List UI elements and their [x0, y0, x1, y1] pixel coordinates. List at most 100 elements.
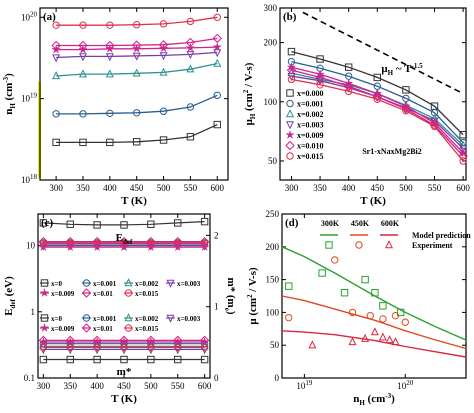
reference-trend-line	[302, 11, 464, 95]
data-point	[104, 43, 115, 53]
y-tick-label: 0	[275, 373, 280, 383]
panel-c: 300 350 400 450 500 550 600 0.1 1 10 0 1 2 x=0 x=0.001…	[3, 213, 237, 405]
data-point	[132, 52, 141, 61]
edef-point	[200, 239, 209, 248]
x-tick-label: 350	[313, 183, 327, 193]
y-tick-label: 1018​	[21, 173, 38, 185]
legend-label: x=0.009	[297, 131, 324, 140]
panel-label: (a)	[43, 11, 56, 23]
data-point	[213, 49, 222, 58]
legend-label: x=0.000	[297, 89, 324, 98]
edef-legend-label: x=0.009	[51, 290, 75, 298]
data-point	[106, 138, 114, 147]
data-point	[52, 71, 61, 80]
y-tick-label: 100	[264, 97, 278, 107]
x-tick-label: 600	[198, 381, 212, 391]
mstar-point	[93, 343, 101, 352]
data-point	[159, 20, 168, 28]
x-tick-label: 350	[76, 183, 90, 193]
x-tick-label: 550	[171, 381, 185, 391]
x-tick-label: 350	[64, 381, 78, 391]
edef-label: Edef​	[116, 232, 133, 246]
y-tick-label: 200	[264, 38, 278, 48]
trend-annotation: μH​ ~ T-1.5​	[381, 62, 423, 77]
data-point	[458, 151, 468, 161]
x-tick-label: 500	[157, 183, 171, 193]
experiment-point	[348, 308, 357, 317]
data-point	[105, 69, 114, 78]
experiment-point	[361, 333, 370, 342]
model-line-1	[281, 295, 467, 350]
x-tick-label: 500	[144, 381, 158, 391]
edef-legend-marker	[124, 278, 133, 287]
mstar-point	[120, 343, 128, 352]
x-tick-label: 500	[399, 183, 413, 193]
mstar-legend-label: x=0.003	[177, 315, 201, 323]
data-point	[343, 78, 354, 88]
edef-point	[174, 219, 182, 227]
mstar-legend-label: x=0.01	[93, 325, 113, 333]
mstar-legend-label: x=0.001	[93, 315, 117, 323]
data-point	[459, 131, 467, 139]
data-point	[286, 65, 297, 75]
mstar-point	[200, 343, 209, 352]
data-point	[402, 107, 410, 115]
experiment-point	[396, 308, 405, 317]
x-tick-label: 550	[184, 183, 198, 193]
temperature-label: 600K	[381, 219, 400, 228]
model-line-2	[281, 330, 467, 358]
mstar-point	[66, 343, 74, 352]
legend-label: x=0.003	[297, 121, 324, 130]
data-point	[78, 69, 87, 78]
experiment-point	[348, 337, 357, 346]
x-tick-label: 300	[49, 183, 63, 193]
edef-point	[66, 220, 74, 228]
edef-point	[93, 221, 101, 229]
data-point	[78, 40, 88, 51]
x-tick-label: 600	[211, 183, 225, 193]
data-point	[158, 40, 169, 50]
legend-label: x=0.001	[297, 100, 324, 109]
series-line-5	[291, 69, 464, 157]
x-axis-label: T (K)	[121, 195, 147, 207]
data-point	[373, 95, 381, 103]
y-tick-label: 150	[266, 275, 280, 285]
panel-label: (b)	[283, 11, 297, 23]
data-point	[343, 81, 354, 91]
edef-legend-marker	[166, 279, 175, 288]
data-point	[186, 64, 195, 73]
experiment-point	[366, 311, 374, 320]
x-tick-label: 1020​	[397, 379, 414, 391]
data-point	[213, 120, 221, 129]
y-tick-label: 50	[268, 156, 278, 166]
y-tick-label: 0.1	[24, 373, 35, 383]
data-point	[132, 21, 141, 29]
data-point	[132, 138, 141, 146]
edef-point	[199, 236, 210, 247]
data-point	[373, 73, 381, 82]
edef-legend-marker	[82, 279, 91, 287]
y-axis-label: μH​ (cm2​ / V-s)	[242, 62, 257, 125]
mstar-point	[147, 355, 155, 364]
panel-d: 1019​ 1020​ 0 50 100 150 200 250 300K 450K 600K Mod…	[246, 209, 471, 407]
plot-frame	[39, 7, 229, 181]
y-tick-label: 200	[266, 242, 280, 252]
data-point	[401, 104, 411, 114]
mstar-legend-marker	[82, 314, 91, 322]
data-point	[185, 37, 196, 48]
mstar-point	[66, 355, 74, 364]
legend-marker	[286, 89, 294, 97]
data-point	[344, 87, 353, 96]
experiment-point	[361, 275, 369, 284]
x-tick-label: 450	[117, 381, 131, 391]
data-point	[78, 53, 87, 62]
experiment-point	[331, 256, 339, 264]
mstar-point	[39, 341, 48, 350]
edef-point	[120, 239, 128, 248]
edef-point	[174, 239, 182, 248]
y2-axis-label: m* (me​)	[223, 277, 237, 314]
data-point	[51, 40, 61, 51]
series-line-6	[291, 78, 464, 162]
legend-marker	[286, 99, 294, 108]
y2-tick-label: 1	[214, 302, 219, 312]
